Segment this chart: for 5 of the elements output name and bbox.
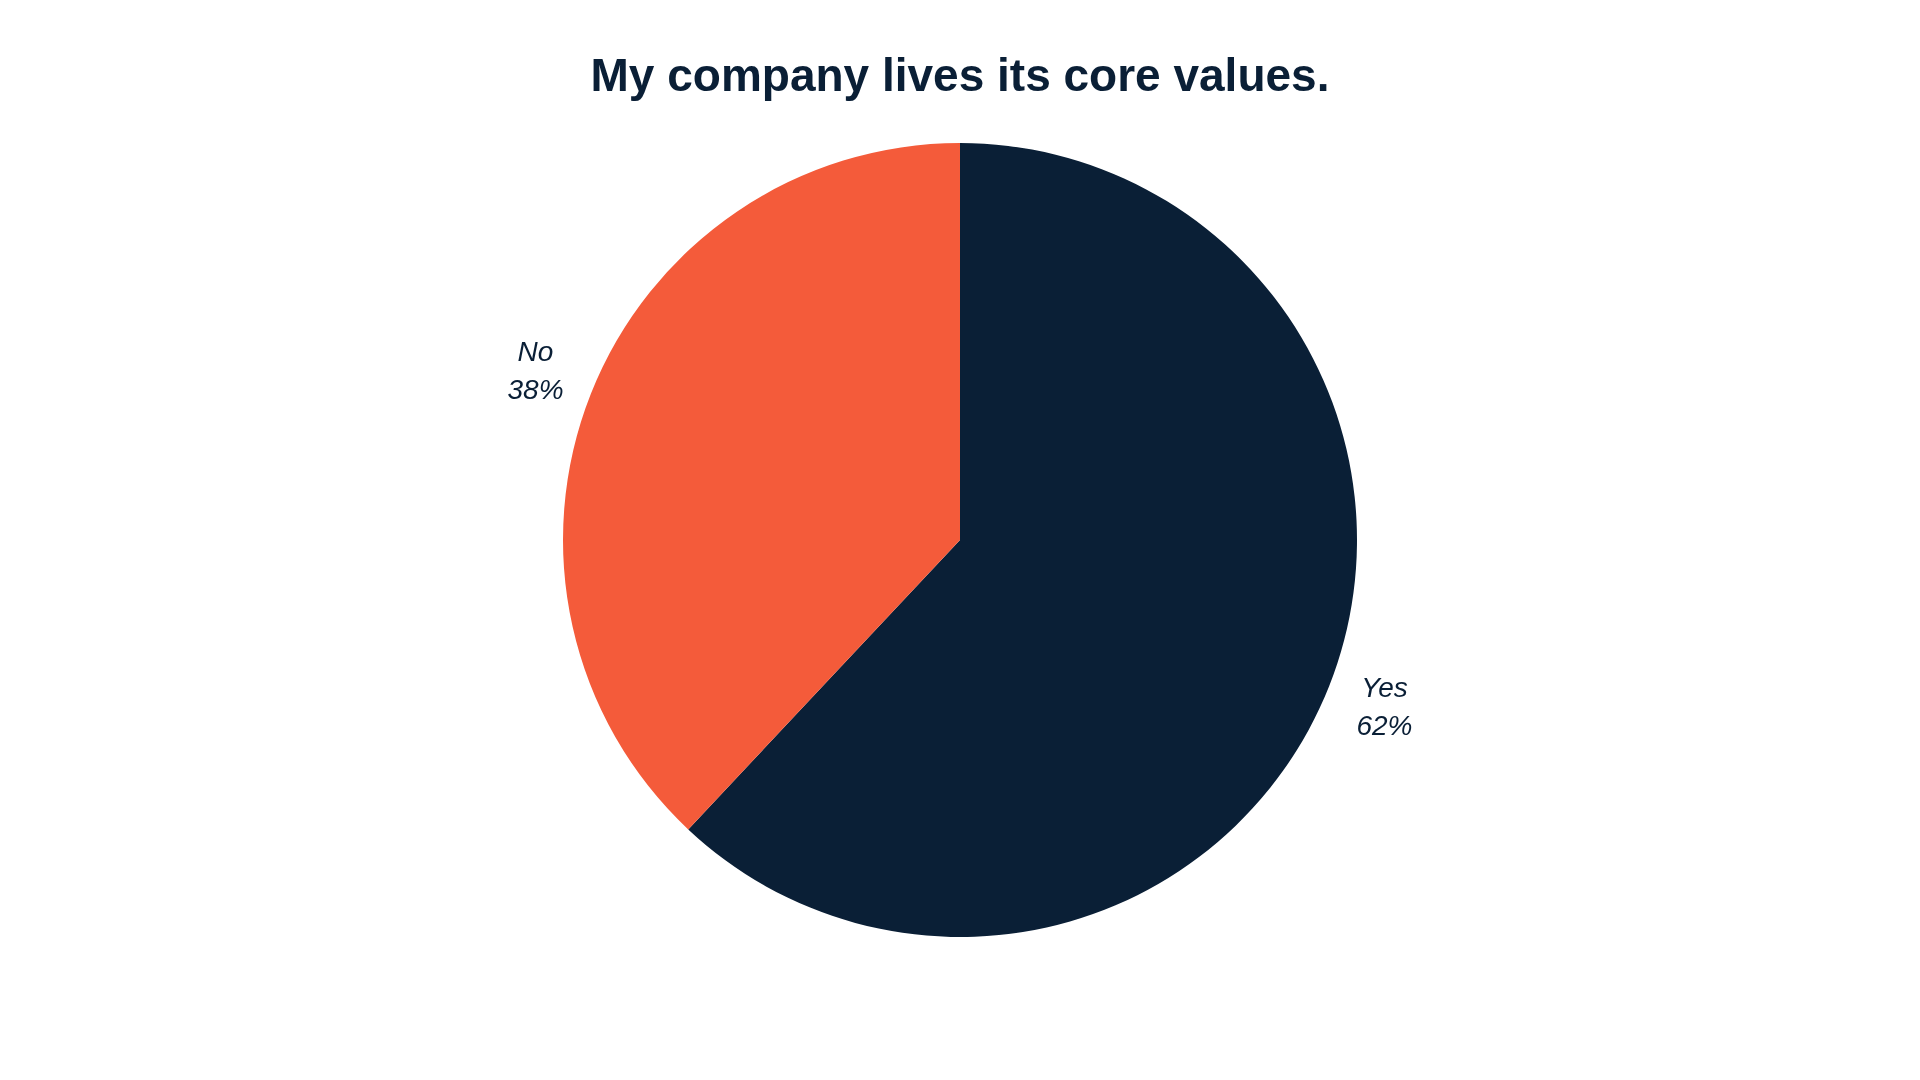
data-label: 38% — [507, 373, 564, 405]
data-label: 62% — [1356, 709, 1413, 741]
slice-label: Yes — [1361, 671, 1408, 703]
chart-title: My company lives its core values. — [589, 48, 1331, 102]
slice-label: No — [517, 335, 554, 367]
